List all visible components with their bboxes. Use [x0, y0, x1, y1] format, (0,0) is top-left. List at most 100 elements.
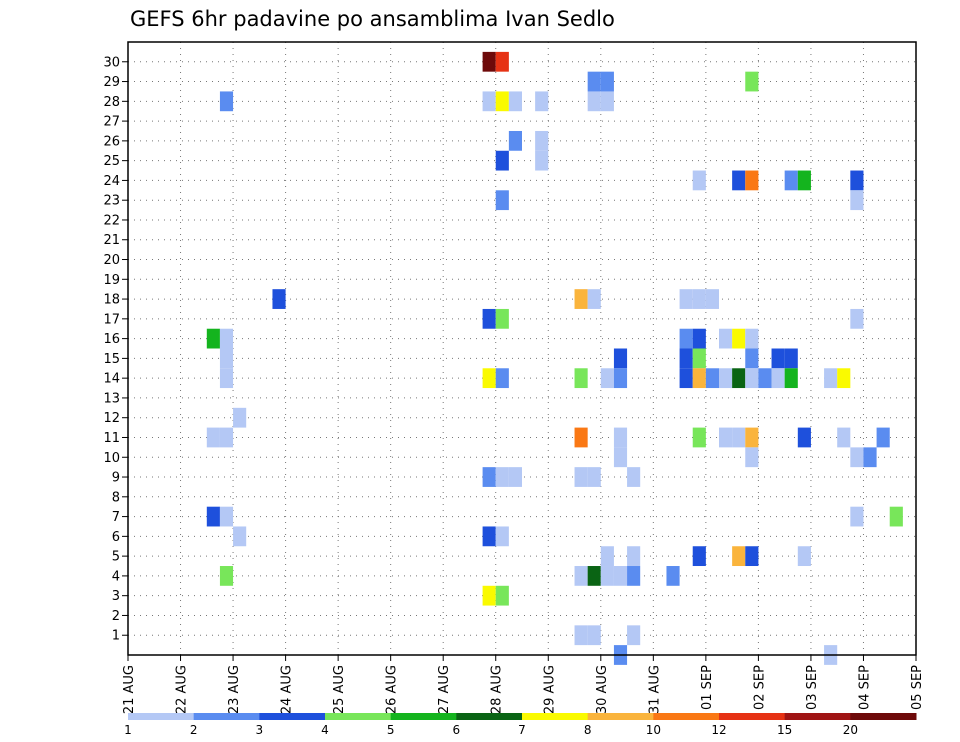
- data-cell: [206, 506, 220, 527]
- data-cell: [495, 368, 509, 389]
- data-cell: [219, 328, 234, 349]
- data-cell: [745, 328, 759, 349]
- x-tick-label: 29 AUG: [542, 665, 557, 714]
- data-cells: [206, 51, 903, 665]
- data-cell: [863, 447, 877, 468]
- data-cell: [692, 348, 706, 369]
- data-cell: [666, 566, 680, 586]
- legend-swatch: [850, 713, 917, 720]
- data-cell: [206, 328, 220, 349]
- data-cell: [679, 348, 693, 369]
- data-cell: [600, 546, 614, 567]
- y-tick-label: 14: [103, 372, 120, 387]
- legend-swatch: [259, 713, 326, 720]
- data-cell: [482, 467, 496, 487]
- data-cell: [732, 427, 746, 448]
- data-cell: [587, 566, 601, 586]
- data-cell: [600, 368, 614, 389]
- y-tick-label: 7: [112, 510, 120, 525]
- data-cell: [233, 407, 247, 428]
- data-cell: [219, 566, 234, 586]
- data-cell: [627, 625, 641, 646]
- y-tick-label: 5: [112, 550, 120, 565]
- data-cell: [508, 467, 522, 487]
- data-cell: [745, 427, 759, 448]
- data-cell: [600, 566, 614, 586]
- data-cell: [692, 427, 706, 448]
- data-cell: [745, 71, 759, 92]
- data-cell: [613, 427, 628, 448]
- y-tick-label: 21: [103, 233, 120, 248]
- legend-swatch: [128, 713, 195, 720]
- y-tick-label: 23: [103, 194, 120, 209]
- data-cell: [600, 91, 614, 112]
- y-tick-label: 18: [103, 293, 120, 308]
- data-cell: [219, 506, 234, 527]
- data-cell: [692, 328, 706, 349]
- data-cell: [837, 427, 851, 448]
- legend-label: 10: [646, 723, 661, 737]
- y-tick-label: 2: [112, 609, 120, 624]
- data-cell: [732, 546, 746, 567]
- y-tick-label: 12: [103, 411, 120, 426]
- chart-title: GEFS 6hr padavine po ansamblima Ivan Sed…: [130, 7, 615, 31]
- legend-label: 12: [711, 723, 726, 737]
- data-cell: [784, 348, 798, 369]
- legend-swatch: [719, 713, 786, 720]
- data-cell: [719, 368, 733, 389]
- data-cell: [679, 289, 693, 309]
- x-tick-label: 30 AUG: [595, 665, 610, 714]
- data-cell: [233, 526, 247, 547]
- y-tick-label: 13: [103, 391, 120, 406]
- legend-swatch: [522, 713, 589, 720]
- x-tick-label: 21 AUG: [122, 665, 137, 714]
- legend-swatch: [456, 713, 523, 720]
- data-cell: [692, 546, 706, 567]
- data-cell: [627, 467, 641, 487]
- y-tick-label: 26: [103, 134, 120, 149]
- data-cell: [850, 190, 864, 211]
- data-cell: [705, 289, 719, 309]
- y-axis: 1234567891011121314151617181920212223242…: [103, 55, 128, 644]
- data-cell: [495, 585, 509, 606]
- data-cell: [482, 51, 496, 72]
- y-tick-label: 6: [112, 530, 120, 545]
- legend-label: 15: [777, 723, 792, 737]
- color-legend: 1 2 3 4 5 6 7 8 10 12 15 20: [124, 713, 917, 737]
- data-cell: [206, 427, 220, 448]
- data-cell: [535, 130, 549, 151]
- data-cell: [495, 91, 509, 112]
- x-axis: 21 AUG 22 AUG 23 AUG 24 AUG 25 AUG 26 AUG 27 A…: [122, 655, 925, 714]
- y-tick-label: 20: [103, 253, 120, 268]
- data-cell: [495, 51, 509, 72]
- y-tick-label: 15: [103, 352, 120, 367]
- data-cell: [574, 625, 588, 646]
- data-cell: [771, 368, 785, 389]
- data-cell: [732, 328, 746, 349]
- x-tick-label: 31 AUG: [647, 665, 662, 714]
- data-cell: [837, 368, 851, 389]
- y-tick-label: 28: [103, 95, 120, 110]
- data-cell: [732, 368, 746, 389]
- y-tick-label: 9: [112, 471, 120, 486]
- data-cell: [705, 368, 719, 389]
- data-cell: [219, 91, 234, 112]
- data-cell: [219, 348, 234, 369]
- data-cell: [758, 368, 772, 389]
- x-tick-label: 28 AUG: [490, 665, 505, 714]
- data-cell: [482, 585, 496, 606]
- x-tick-label: 02 SEP: [752, 665, 767, 710]
- data-cell: [535, 150, 549, 171]
- data-cell: [745, 170, 759, 191]
- y-tick-label: 29: [103, 75, 120, 90]
- data-cell: [771, 348, 785, 369]
- data-cell: [797, 546, 811, 567]
- data-cell: [600, 71, 614, 92]
- data-cell: [613, 447, 628, 468]
- data-cell: [482, 526, 496, 547]
- data-cell: [495, 150, 509, 171]
- data-cell: [692, 289, 706, 309]
- y-tick-label: 10: [103, 451, 120, 466]
- data-cell: [272, 289, 286, 309]
- data-cell: [797, 170, 811, 191]
